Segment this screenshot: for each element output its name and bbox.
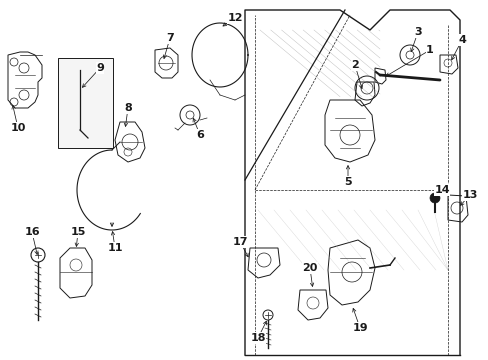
Text: 4: 4: [457, 35, 465, 45]
Circle shape: [429, 193, 439, 203]
Text: 14: 14: [433, 185, 449, 195]
Text: 16: 16: [24, 227, 40, 237]
Text: 7: 7: [166, 33, 174, 43]
Text: 11: 11: [107, 243, 122, 253]
Text: 19: 19: [351, 323, 367, 333]
Text: 8: 8: [124, 103, 132, 113]
Text: 3: 3: [413, 27, 421, 37]
Text: 1: 1: [425, 45, 433, 55]
Text: 18: 18: [250, 333, 265, 343]
Text: 2: 2: [350, 60, 358, 70]
Text: 6: 6: [196, 130, 203, 140]
Text: 9: 9: [96, 63, 104, 73]
Text: 5: 5: [344, 177, 351, 187]
Bar: [58, 58, 113, 148]
Text: 10: 10: [10, 123, 26, 133]
Text: 20: 20: [302, 263, 317, 273]
Text: 13: 13: [461, 190, 477, 200]
Text: 12: 12: [227, 13, 242, 23]
Text: 15: 15: [70, 227, 85, 237]
Text: 17: 17: [232, 237, 247, 247]
